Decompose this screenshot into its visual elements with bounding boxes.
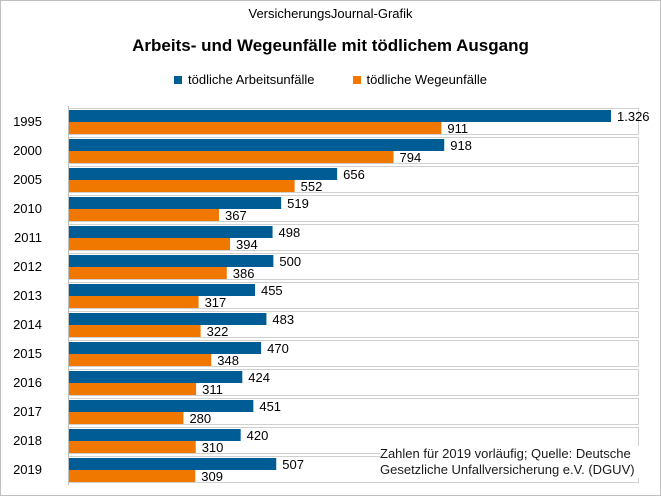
y-tick-label: 2013 <box>13 288 42 303</box>
data-label-arbeitsunfaelle: 519 <box>287 196 309 211</box>
bar-arbeitsunfaelle <box>69 342 262 354</box>
bar-wegeunfaelle <box>69 441 196 453</box>
data-label-wegeunfaelle: 367 <box>225 208 247 223</box>
data-label-arbeitsunfaelle: 507 <box>282 457 304 472</box>
data-label-arbeitsunfaelle: 455 <box>261 283 283 298</box>
data-label-arbeitsunfaelle: 470 <box>267 341 289 356</box>
data-label-arbeitsunfaelle: 918 <box>450 138 472 153</box>
bar-arbeitsunfaelle <box>69 429 241 441</box>
bar-wegeunfaelle <box>69 325 201 337</box>
bar-wegeunfaelle <box>69 151 394 163</box>
data-label-wegeunfaelle: 317 <box>205 295 227 310</box>
data-label-arbeitsunfaelle: 498 <box>279 225 301 240</box>
y-tick-label: 1995 <box>13 114 42 129</box>
y-tick-label: 2019 <box>13 462 42 477</box>
legend-label-arbeitsunfaelle: tödliche Arbeitsunfälle <box>188 72 315 87</box>
chart-supertitle: VersicherungsJournal-Grafik <box>248 6 413 21</box>
bar-arbeitsunfaelle <box>69 110 611 122</box>
data-label-wegeunfaelle: 310 <box>202 440 224 455</box>
data-label-arbeitsunfaelle: 1.326 <box>617 109 650 124</box>
bar-arbeitsunfaelle <box>69 400 254 412</box>
data-label-wegeunfaelle: 322 <box>207 324 229 339</box>
y-tick-label: 2005 <box>13 172 42 187</box>
legend-swatch-arbeitsunfaelle <box>174 75 183 84</box>
data-label-wegeunfaelle: 386 <box>233 266 255 281</box>
data-label-wegeunfaelle: 311 <box>202 382 223 397</box>
y-tick-label: 2015 <box>13 346 42 361</box>
data-label-arbeitsunfaelle: 656 <box>343 167 365 182</box>
bar-arbeitsunfaelle <box>69 313 267 325</box>
bar-wegeunfaelle <box>69 296 199 308</box>
bar-arbeitsunfaelle <box>69 458 277 470</box>
source-note-line-2: Gesetzliche Unfallversicherung e.V. (DGU… <box>380 462 635 477</box>
bar-arbeitsunfaelle <box>69 226 273 238</box>
data-label-wegeunfaelle: 394 <box>236 237 258 252</box>
y-tick-label: 2014 <box>13 317 42 332</box>
bar-wegeunfaelle <box>69 354 212 366</box>
data-label-wegeunfaelle: 911 <box>447 121 468 136</box>
bar-arbeitsunfaelle <box>69 168 338 180</box>
data-label-arbeitsunfaelle: 483 <box>272 312 294 327</box>
bar-arbeitsunfaelle <box>69 197 282 209</box>
bar-arbeitsunfaelle <box>69 255 274 267</box>
y-tick-label: 2010 <box>13 201 42 216</box>
y-tick-label: 2012 <box>13 259 42 274</box>
data-label-wegeunfaelle: 794 <box>400 150 422 165</box>
y-tick-label: 2016 <box>13 375 42 390</box>
bar-wegeunfaelle <box>69 122 442 134</box>
y-tick-label: 2017 <box>13 404 42 419</box>
bar-arbeitsunfaelle <box>69 139 445 151</box>
bar-wegeunfaelle <box>69 267 227 279</box>
chart-legend: tödliche Arbeitsunfälle tödliche Wegeunf… <box>0 72 661 87</box>
bar-wegeunfaelle <box>69 209 220 221</box>
bar-wegeunfaelle <box>69 238 231 250</box>
data-label-wegeunfaelle: 280 <box>189 411 211 426</box>
source-note-line-1: Zahlen für 2019 vorläufig; Quelle: Deuts… <box>380 446 631 461</box>
bar-wegeunfaelle <box>69 412 184 424</box>
data-label-arbeitsunfaelle: 424 <box>248 370 270 385</box>
data-label-wegeunfaelle: 309 <box>201 469 223 484</box>
y-tick-label: 2018 <box>13 433 42 448</box>
source-note: Zahlen für 2019 vorläufig; Quelle: Deuts… <box>380 446 648 478</box>
bar-wegeunfaelle <box>69 470 196 482</box>
data-label-arbeitsunfaelle: 451 <box>259 399 281 414</box>
data-label-arbeitsunfaelle: 500 <box>279 254 301 269</box>
chart-title: Arbeits- und Wegeunfälle mit tödlichem A… <box>132 36 529 55</box>
legend-swatch-wegeunfaelle <box>352 75 361 84</box>
y-tick-label: 2011 <box>14 230 42 245</box>
y-tick-label: 2000 <box>13 143 42 158</box>
legend-label-wegeunfaelle: tödliche Wegeunfälle <box>366 72 487 87</box>
bar-wegeunfaelle <box>69 383 197 395</box>
bar-arbeitsunfaelle <box>69 284 255 296</box>
data-label-wegeunfaelle: 552 <box>301 179 323 194</box>
legend-item-wegeunfaelle: tödliche Wegeunfälle <box>352 72 487 87</box>
data-label-wegeunfaelle: 348 <box>217 353 239 368</box>
legend-item-arbeitsunfaelle: tödliche Arbeitsunfälle <box>174 72 315 87</box>
bar-arbeitsunfaelle <box>69 371 243 383</box>
bar-wegeunfaelle <box>69 180 295 192</box>
data-label-arbeitsunfaelle: 420 <box>247 428 269 443</box>
